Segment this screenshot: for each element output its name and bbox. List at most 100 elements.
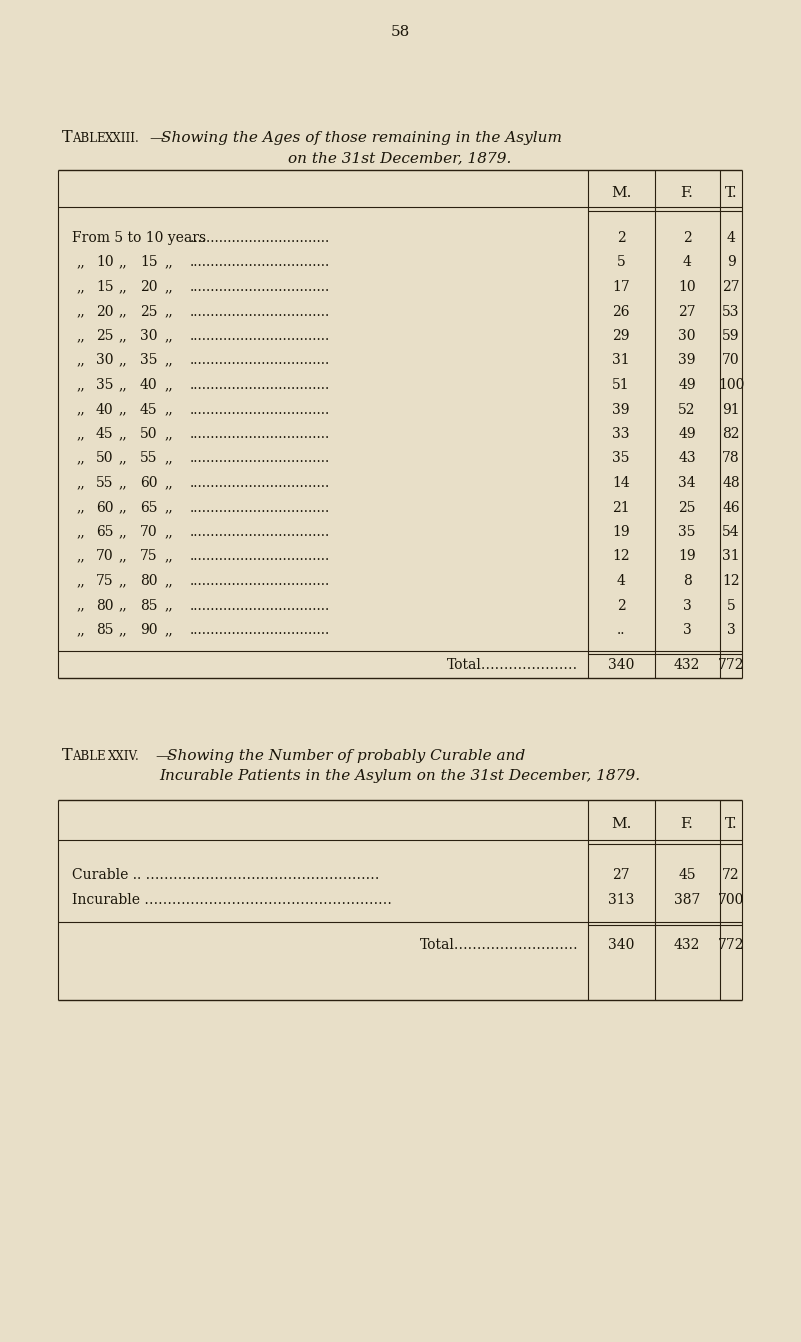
Text: 59: 59 (723, 329, 740, 344)
Text: Total…………………: Total………………… (447, 658, 578, 672)
Text: 51: 51 (612, 378, 630, 392)
Text: 90: 90 (140, 623, 158, 637)
Text: 25: 25 (678, 501, 696, 514)
Text: 432: 432 (674, 658, 700, 672)
Text: 35: 35 (678, 525, 696, 539)
Text: Total………………………: Total……………………… (420, 938, 578, 951)
Text: 700: 700 (718, 892, 744, 907)
Text: 27: 27 (678, 305, 696, 318)
Text: 12: 12 (612, 549, 630, 564)
Text: ,,: ,, (118, 353, 127, 368)
Text: 55: 55 (96, 476, 114, 490)
Text: 3: 3 (682, 623, 691, 637)
Text: 39: 39 (678, 353, 696, 368)
Text: 5: 5 (727, 599, 735, 612)
Text: .................................: ................................. (190, 476, 330, 490)
Text: 3: 3 (682, 599, 691, 612)
Text: ..: .. (617, 623, 626, 637)
Text: T: T (62, 129, 73, 146)
Text: .................................: ................................. (190, 255, 330, 270)
Text: ABLE: ABLE (72, 132, 106, 145)
Text: ,,: ,, (164, 378, 173, 392)
Text: ,,: ,, (118, 525, 127, 539)
Text: 65: 65 (96, 525, 114, 539)
Text: 25: 25 (96, 329, 114, 344)
Text: 30: 30 (678, 329, 696, 344)
Text: ,,: ,, (164, 305, 173, 318)
Text: Incurable Patients in the Asylum on the 31st December, 1879.: Incurable Patients in the Asylum on the … (159, 769, 641, 782)
Text: 2: 2 (617, 231, 626, 246)
Text: 27: 27 (612, 868, 630, 882)
Text: 54: 54 (723, 525, 740, 539)
Text: From 5 to 10 years: From 5 to 10 years (72, 231, 206, 246)
Text: ,,: ,, (118, 501, 127, 514)
Text: 85: 85 (96, 623, 114, 637)
Text: 15: 15 (96, 280, 114, 294)
Text: 72: 72 (723, 868, 740, 882)
Text: ,,: ,, (76, 623, 85, 637)
Text: .................................: ................................. (190, 353, 330, 368)
Text: ,,: ,, (164, 353, 173, 368)
Text: 35: 35 (96, 378, 114, 392)
Text: 30: 30 (140, 329, 158, 344)
Text: 80: 80 (140, 574, 158, 588)
Text: M.: M. (611, 817, 631, 831)
Text: ,,: ,, (76, 378, 85, 392)
Text: ,,: ,, (164, 329, 173, 344)
Text: .................................: ................................. (190, 501, 330, 514)
Text: Curable .. ……………………………………………: Curable .. …………………………………………… (72, 868, 380, 882)
Text: 26: 26 (612, 305, 630, 318)
Text: .................................: ................................. (190, 574, 330, 588)
Text: 12: 12 (723, 574, 740, 588)
Text: Incurable ………………………………………………: Incurable ……………………………………………… (72, 892, 392, 907)
Text: ABLE: ABLE (72, 749, 106, 762)
Text: 772: 772 (718, 938, 744, 951)
Text: 45: 45 (140, 403, 158, 416)
Text: 25: 25 (140, 305, 158, 318)
Text: 40: 40 (96, 403, 114, 416)
Text: 53: 53 (723, 305, 740, 318)
Text: ,,: ,, (164, 549, 173, 564)
Text: T.: T. (725, 187, 737, 200)
Text: ,,: ,, (164, 574, 173, 588)
Text: ,,: ,, (118, 549, 127, 564)
Text: ,,: ,, (164, 599, 173, 612)
Text: .................................: ................................. (190, 623, 330, 637)
Text: Showing the Number of probably Curable and: Showing the Number of probably Curable a… (167, 749, 525, 764)
Text: 58: 58 (390, 25, 409, 39)
Text: 46: 46 (723, 501, 740, 514)
Text: Showing the Ages of those remaining in the Asylum: Showing the Ages of those remaining in t… (161, 132, 562, 145)
Text: 27: 27 (723, 280, 740, 294)
Text: ,,: ,, (164, 403, 173, 416)
Text: 50: 50 (140, 427, 158, 442)
Text: 85: 85 (140, 599, 158, 612)
Text: .................................: ................................. (190, 231, 330, 246)
Text: 432: 432 (674, 938, 700, 951)
Text: .................................: ................................. (190, 329, 330, 344)
Text: 33: 33 (612, 427, 630, 442)
Text: ,,: ,, (164, 476, 173, 490)
Text: 19: 19 (612, 525, 630, 539)
Text: 45: 45 (678, 868, 696, 882)
Text: ,,: ,, (76, 305, 85, 318)
Text: ,,: ,, (118, 280, 127, 294)
Text: ,,: ,, (118, 403, 127, 416)
Text: 30: 30 (96, 353, 114, 368)
Text: 387: 387 (674, 892, 700, 907)
Text: 91: 91 (723, 403, 740, 416)
Text: 80: 80 (96, 599, 114, 612)
Text: ,,: ,, (76, 353, 85, 368)
Text: 70: 70 (96, 549, 114, 564)
Text: 48: 48 (723, 476, 740, 490)
Text: ,,: ,, (76, 525, 85, 539)
Text: 19: 19 (678, 549, 696, 564)
Text: F.: F. (681, 817, 694, 831)
Text: 20: 20 (140, 280, 158, 294)
Text: 340: 340 (608, 938, 634, 951)
Text: ,,: ,, (118, 623, 127, 637)
Text: ,,: ,, (76, 501, 85, 514)
Text: ,,: ,, (118, 476, 127, 490)
Text: —: — (155, 749, 171, 764)
Text: 29: 29 (612, 329, 630, 344)
Text: 60: 60 (140, 476, 158, 490)
